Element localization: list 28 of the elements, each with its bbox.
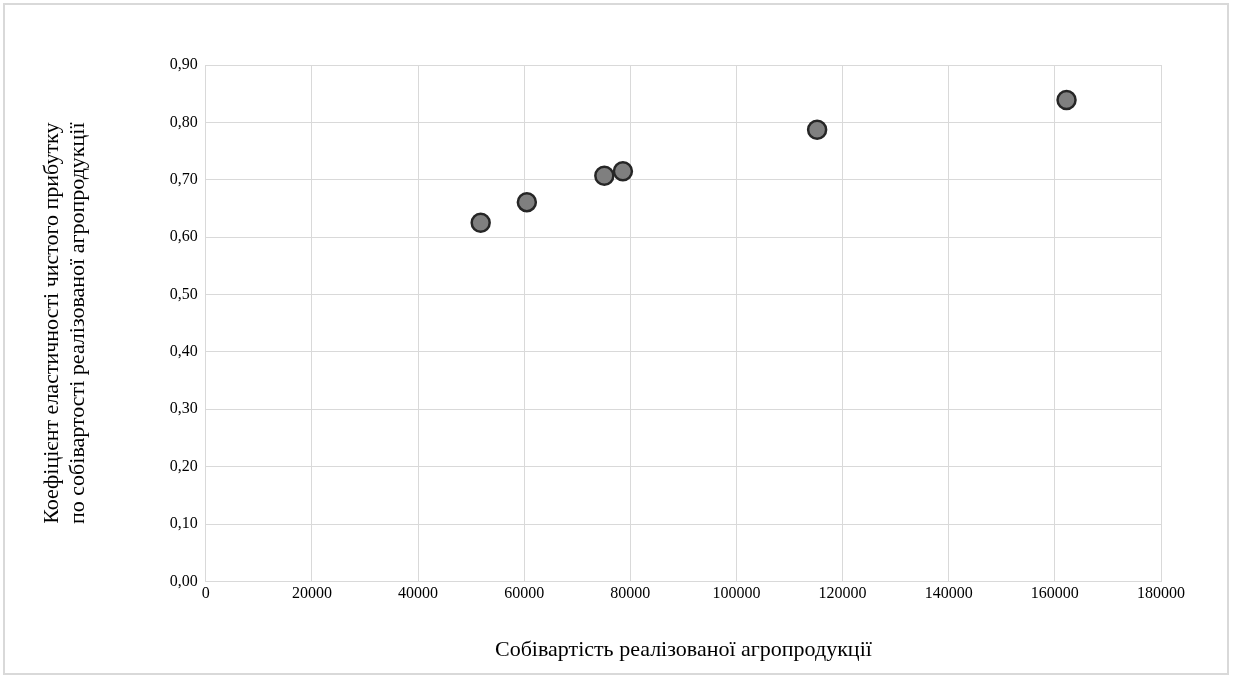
y-tick-label: 0,90 [169,55,198,73]
point [806,119,828,141]
y-tick-label: 0,40 [169,342,198,360]
x-axis-title: Собівартість реалізованої агропродукції [494,635,873,661]
y-tick-label: 0,00 [169,571,198,589]
y-tick-label: 0,20 [169,456,198,474]
point [516,191,538,213]
x-tick-label: 120000 [818,584,867,602]
x-tick-label: 20000 [291,584,332,602]
x-tick-label: 40000 [398,584,439,602]
x-tick-label: 80000 [610,584,651,602]
point [1056,89,1077,111]
y-tick-label: 0,30 [169,399,198,417]
x-tick-label: 160000 [1030,584,1079,602]
point [594,165,615,186]
point [470,212,491,234]
x-tick-label: 140000 [924,584,973,602]
y-tick-label: 0,10 [169,514,198,532]
x-tick-label: 60000 [504,584,545,602]
x-tick-label: 100000 [712,584,761,602]
y-tick-label: 0,80 [169,112,198,130]
y-tick-label: 0,50 [169,284,198,302]
y-tick-label: 0,60 [169,227,198,245]
x-tick-label: 0 [201,584,210,602]
y-axis-title: Коефіцієнт еластичності чистого прибутку по собівартості реалізованої агропродукції [37,121,90,524]
y-tick-label: 0,70 [169,169,198,187]
x-tick-label: 180000 [1137,584,1185,602]
point [612,160,634,182]
